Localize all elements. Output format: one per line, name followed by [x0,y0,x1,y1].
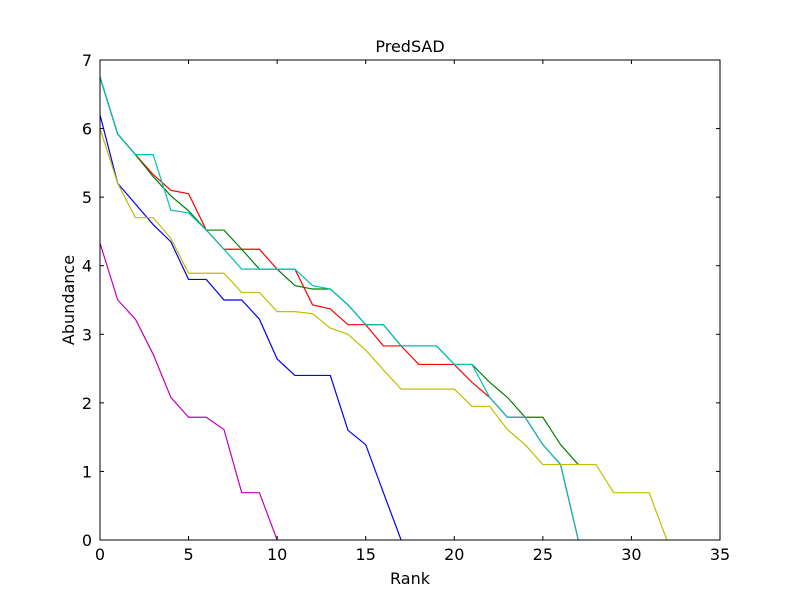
plot-area [100,60,720,540]
x-tick-label: 0 [95,545,105,564]
x-tick-label: 15 [356,545,376,564]
y-tick-label: 2 [82,394,92,413]
x-tick-label: 30 [621,545,641,564]
y-tick-label: 1 [82,462,92,481]
y-tick-label: 5 [82,188,92,207]
y-axis-label: Abundance [59,255,78,345]
x-tick-label: 25 [533,545,553,564]
y-tick-label: 7 [82,51,92,70]
y-tick-label: 4 [82,257,92,276]
y-tick-label: 0 [82,531,92,550]
x-tick-label: 20 [444,545,464,564]
x-tick-label: 10 [267,545,287,564]
y-tick-label: 3 [82,325,92,344]
x-axis-label: Rank [390,569,431,588]
chart-title: PredSAD [375,37,444,56]
x-tick-label: 5 [183,545,193,564]
y-tick-label: 6 [82,120,92,139]
x-tick-label: 35 [710,545,730,564]
